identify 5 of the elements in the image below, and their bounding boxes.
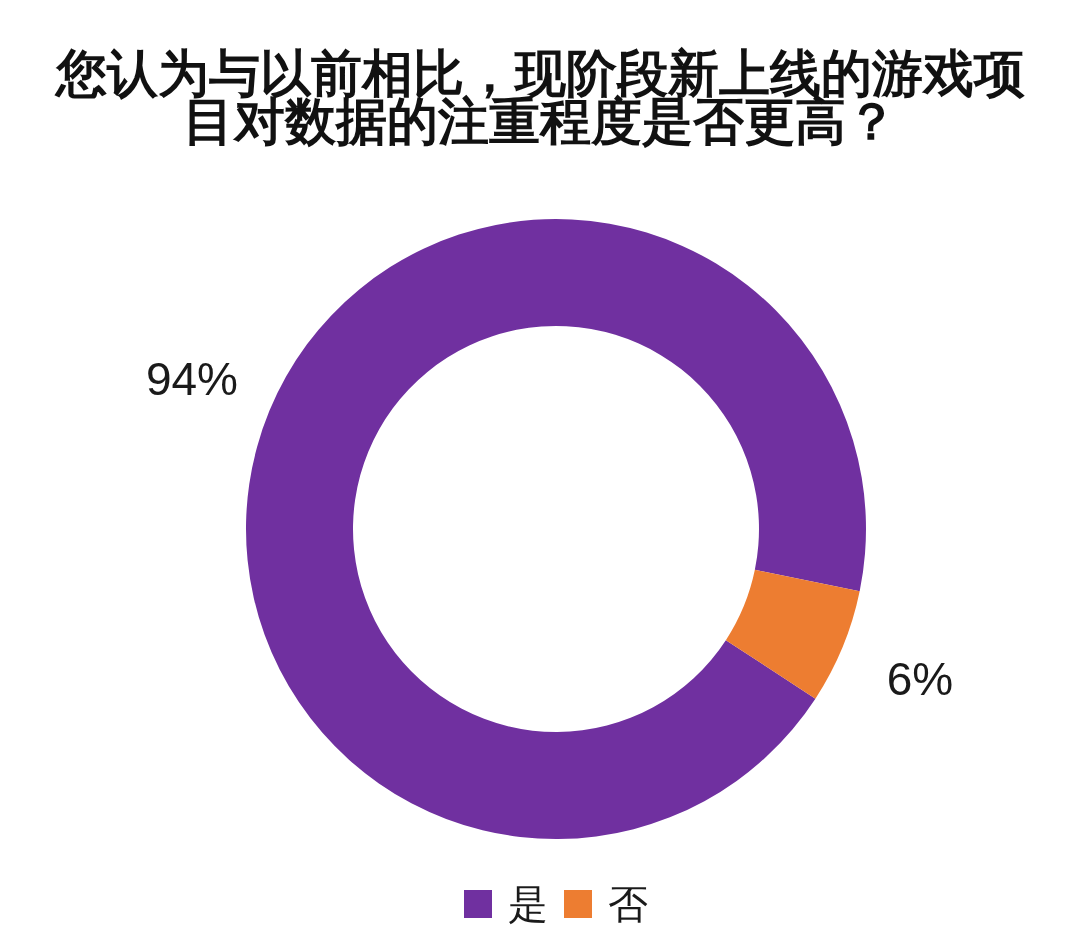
- data-label: 94%: [145, 352, 239, 405]
- legend-label: 否: [608, 881, 648, 927]
- data-label: 6%: [886, 653, 954, 706]
- legend-label: 是: [508, 881, 548, 927]
- chart-title: 您认为与以前相比，现阶段新上线的游戏项目对数据的注重程度是否更高？: [53, 44, 1026, 151]
